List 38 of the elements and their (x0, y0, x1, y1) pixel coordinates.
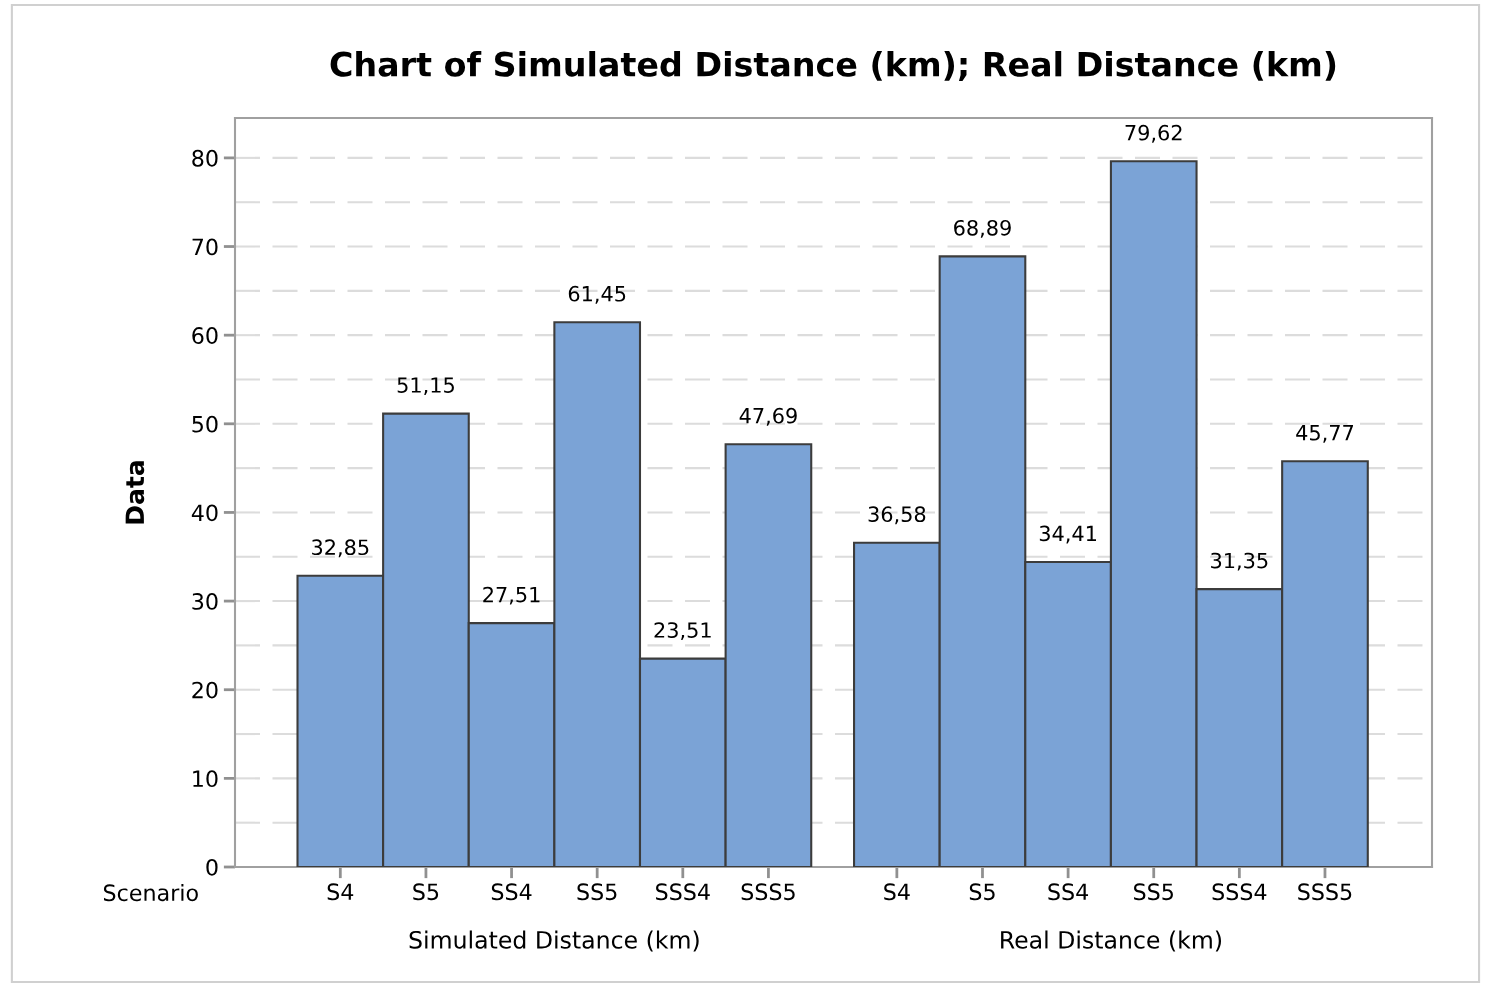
data-label: 68,89 (954, 219, 1011, 238)
data-label: 79,62 (1125, 124, 1182, 143)
y-tick-label: 40 (191, 504, 218, 522)
x-tick-label: S4 (327, 883, 354, 901)
y-tick-label: 80 (192, 149, 218, 167)
text: Scenario (103, 883, 198, 902)
data-label: 23,51 (654, 622, 711, 641)
y-tick-label: 0 (206, 858, 218, 876)
text: Simulated Distance (km) (409, 930, 699, 952)
data-label: 32,85 (312, 539, 369, 558)
y-tick-label: 30 (192, 593, 218, 610)
y-tick-label: 70 (192, 238, 218, 256)
data-label: 34,41 (1039, 525, 1096, 544)
data-label: 27,51 (483, 586, 540, 605)
x-tick-label: S4 (884, 883, 910, 901)
y-tick-label: 10 (193, 770, 218, 788)
chart-title: Chart of Simulated Distance (km); Real Distance (km) (330, 51, 1336, 82)
x-tick-label: S5 (969, 883, 995, 901)
y-tick-label: 50 (192, 415, 218, 433)
y-tick-label: 60 (192, 327, 218, 344)
data-label: 36,58 (868, 506, 926, 525)
x-tick-label: SSS5 (741, 883, 795, 901)
x-tick-label: SS4 (1048, 883, 1089, 901)
data-label: 31,35 (1211, 552, 1268, 571)
y-tick-label: 20 (192, 681, 218, 699)
y-axis-title: Data (125, 461, 145, 524)
x-tick-label: S5 (413, 883, 439, 901)
x-tick-label: SS4 (491, 883, 532, 901)
x-tick-label: SSS4 (656, 883, 710, 901)
data-label: 45,77 (1296, 425, 1354, 443)
x-tick-label: SS5 (577, 883, 617, 901)
data-label: 47,69 (739, 407, 797, 426)
text: Real Distance (km) (1001, 930, 1222, 952)
data-label: 51,15 (397, 377, 454, 396)
x-tick-label: SSS5 (1298, 883, 1352, 901)
x-tick-label: SSS4 (1212, 883, 1267, 901)
data-label: 61,45 (568, 285, 626, 304)
x-tick-label: SS5 (1134, 883, 1173, 901)
